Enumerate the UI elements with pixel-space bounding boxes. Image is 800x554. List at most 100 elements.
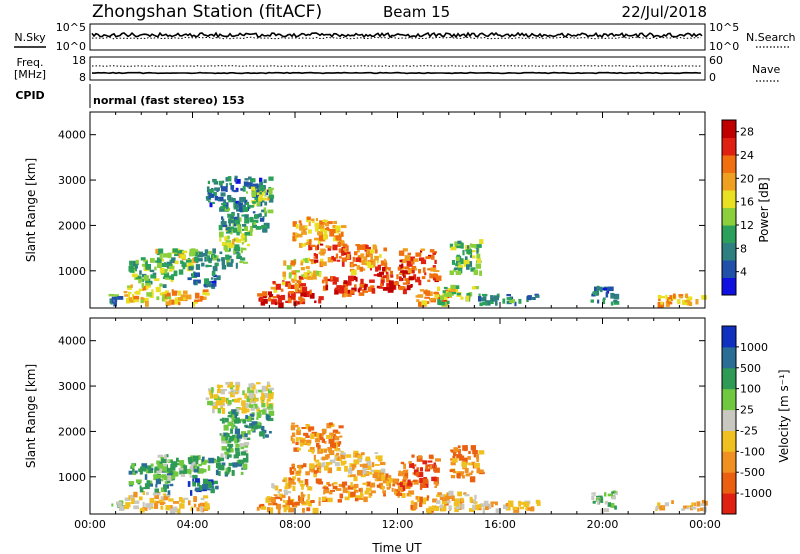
power-cell bbox=[657, 293, 707, 308]
power-ylabel: Slant Range [km] bbox=[24, 158, 38, 262]
velocity-cell bbox=[166, 495, 210, 515]
power-x-ticks bbox=[89, 112, 706, 308]
colorbar-tick-label: 4 bbox=[740, 266, 747, 279]
nave-tick-top: 60 bbox=[709, 54, 723, 67]
colorbar-segment bbox=[722, 346, 736, 369]
x-tick-label: 12:00 bbox=[382, 518, 414, 531]
colorbar-frame bbox=[721, 119, 737, 296]
x-tick-label: 00:00 bbox=[74, 518, 106, 531]
freq-label: Freq. bbox=[16, 56, 43, 69]
freq-unit: [MHz] bbox=[14, 68, 46, 81]
time-axis-label: Time UT bbox=[371, 541, 422, 554]
velocity-x-ticks: 00:00 04:00 08:00 12:00 16:00 20:00 00:00 bbox=[74, 318, 721, 531]
y-tick-label: 4000 bbox=[58, 335, 86, 348]
power-cell bbox=[128, 257, 176, 288]
colorbar-segment bbox=[722, 388, 736, 411]
colorbar-segment bbox=[722, 207, 736, 226]
colorbar-segment bbox=[722, 155, 736, 173]
velocity-cell bbox=[449, 445, 485, 483]
y-tick-label: 2000 bbox=[58, 425, 86, 438]
velocity-cell bbox=[398, 454, 441, 491]
velocity-cell bbox=[271, 481, 313, 500]
nsearch-tick-top: 10^5 bbox=[709, 21, 739, 34]
freq-tick-top: 18 bbox=[72, 54, 86, 67]
y-tick-label: 1000 bbox=[58, 265, 86, 278]
colorbar-segment bbox=[722, 326, 736, 348]
colorbar-segment bbox=[722, 190, 736, 208]
cpid-text: normal (fast stereo) 153 bbox=[93, 94, 245, 107]
velocity-cell bbox=[111, 500, 126, 511]
power-cell bbox=[108, 293, 124, 307]
velocity-cell bbox=[655, 499, 708, 513]
velocity-cell bbox=[475, 499, 541, 514]
power-cells bbox=[108, 175, 707, 309]
power-cell bbox=[270, 275, 313, 293]
power-cell bbox=[478, 293, 540, 307]
nsky-trace bbox=[91, 31, 703, 39]
colorbar-segment bbox=[722, 409, 736, 431]
colorbar-tick-label: -25 bbox=[740, 424, 758, 437]
velocity-ylabel: Slant Range [km] bbox=[24, 364, 38, 468]
power-cell bbox=[219, 225, 253, 254]
y-tick-label: 1000 bbox=[58, 471, 86, 484]
y-tick-label: 3000 bbox=[58, 380, 86, 393]
colorbar-segment bbox=[722, 172, 736, 191]
power-cell bbox=[188, 248, 248, 272]
velocity-cell bbox=[321, 481, 376, 503]
colorbar-tick-label: -500 bbox=[740, 466, 765, 479]
power-cell bbox=[257, 289, 324, 309]
x-tick-label: 08:00 bbox=[279, 518, 311, 531]
nave-label: Nave bbox=[752, 63, 780, 76]
station-title: Zhongshan Station (fitACF) bbox=[92, 2, 322, 22]
colorbar-segment bbox=[722, 451, 736, 473]
freq-panel: Freq. [MHz] 18 8 60 0 Nave bbox=[14, 54, 781, 84]
velocity-cell bbox=[591, 490, 618, 514]
colorbar-tick-label: 1000 bbox=[740, 341, 768, 354]
power-cell bbox=[282, 257, 324, 280]
nsky-label: N.Sky bbox=[14, 31, 46, 44]
colorbar-tick-label: 100 bbox=[740, 383, 761, 396]
velocity-cell bbox=[436, 490, 478, 513]
nsky-panel: N.Sky 10^5 10^0 10^5 10^0 N.Search bbox=[14, 21, 796, 53]
colorbar-tick-label: 500 bbox=[740, 362, 761, 375]
nsearch-tick-bottom: 10^0 bbox=[709, 40, 739, 53]
power-cell bbox=[590, 285, 620, 306]
nave-trace bbox=[91, 65, 702, 67]
cpid-label: CPID bbox=[15, 89, 44, 102]
x-tick-label: 20:00 bbox=[587, 518, 619, 531]
power-cell bbox=[449, 239, 484, 276]
nsearch-trace bbox=[92, 36, 702, 40]
power-cell bbox=[397, 248, 442, 286]
y-tick-label: 2000 bbox=[58, 219, 86, 232]
power-cell bbox=[321, 275, 376, 298]
power-cell bbox=[246, 185, 275, 207]
y-tick-label: 3000 bbox=[58, 174, 86, 187]
velocity-colorbar-label: Velocity [m s⁻¹] bbox=[777, 369, 791, 462]
power-cell bbox=[168, 289, 210, 307]
power-cell bbox=[292, 216, 347, 248]
colorbar-tick-label: 8 bbox=[740, 242, 747, 255]
nsky-frame bbox=[89, 23, 706, 51]
colorbar-tick-label: -1000 bbox=[740, 487, 772, 500]
colorbar-frame bbox=[721, 325, 737, 515]
velocity-cell bbox=[124, 491, 171, 513]
power-cell bbox=[187, 271, 221, 289]
colorbar-segment bbox=[722, 120, 736, 138]
power-colorbar-label: Power [dB] bbox=[757, 177, 771, 242]
velocity-panel: 1000 2000 3000 4000 00:00 04:00 08:00 12:00 16:… bbox=[24, 317, 791, 554]
velocity-cell bbox=[290, 422, 344, 454]
colorbar-tick-label: 16 bbox=[740, 196, 754, 209]
velocity-cells bbox=[111, 381, 708, 515]
colorbar-segment bbox=[722, 277, 736, 296]
power-y-axis: 1000 2000 3000 4000 bbox=[58, 129, 705, 278]
colorbar-tick-label: 12 bbox=[740, 219, 754, 232]
velocity-cell bbox=[256, 495, 321, 514]
velocity-cell bbox=[219, 409, 275, 442]
colorbar-segment bbox=[722, 137, 736, 156]
nsearch-label: N.Search bbox=[746, 31, 796, 44]
colorbar-segment bbox=[722, 260, 736, 278]
x-tick-label: 16:00 bbox=[484, 518, 516, 531]
y-tick-label: 4000 bbox=[58, 129, 86, 142]
velocity-cell bbox=[282, 463, 323, 485]
